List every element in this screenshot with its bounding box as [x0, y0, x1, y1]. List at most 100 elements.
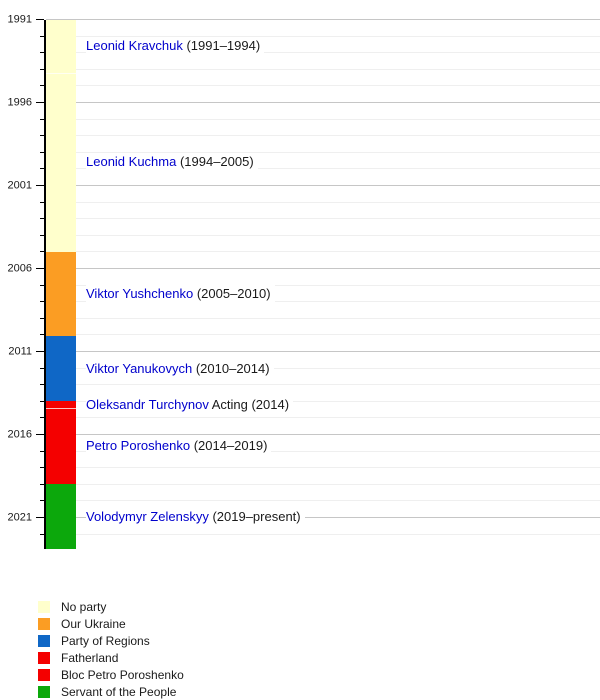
gridline-minor: [46, 467, 600, 469]
axis-tick-major: [36, 517, 44, 518]
gridline-major: [46, 102, 600, 103]
axis-tick-minor: [40, 151, 44, 153]
axis-tick-minor: [40, 52, 44, 54]
president-name-link[interactable]: Leonid Kuchma: [86, 154, 177, 170]
year-tick-label: 1991: [7, 13, 32, 25]
gridline-minor: [46, 400, 600, 402]
president-name-link[interactable]: Viktor Yushchenko: [86, 285, 194, 301]
axis-tick-minor: [40, 417, 44, 419]
axis-tick-minor: [40, 450, 44, 452]
gridline-major: [46, 19, 600, 20]
president-label: Oleksandr Turchynov Acting (2014): [86, 395, 294, 414]
bar-segment: [46, 335, 76, 402]
axis-tick-major: [36, 19, 44, 20]
gridline-minor: [46, 317, 600, 319]
gridline-major: [46, 185, 600, 186]
president-name-link[interactable]: Viktor Yanukovych: [86, 360, 193, 376]
president-label: Viktor Yanukovych (2010–2014): [86, 359, 274, 378]
legend-swatch: [38, 618, 50, 630]
axis-tick-minor: [40, 367, 44, 369]
gridline-minor: [46, 135, 600, 137]
bar-segment: [46, 484, 76, 550]
axis-tick-minor: [40, 317, 44, 319]
axis-tick-minor: [40, 35, 44, 37]
president-term-text: (1994–2005): [176, 154, 254, 170]
gridline-minor: [46, 151, 600, 153]
president-label: Volodymyr Zelenskyy (2019–present): [86, 507, 305, 526]
gridline-minor: [46, 118, 600, 120]
year-tick-label: 2006: [7, 262, 32, 274]
gridline-minor: [46, 533, 600, 535]
president-term-text: (2014–2019): [190, 438, 268, 454]
president-term-text: (2010–2014): [192, 360, 270, 376]
president-name-link[interactable]: Volodymyr Zelenskyy: [86, 508, 209, 524]
gridline-major: [46, 351, 600, 352]
axis-tick-minor: [40, 201, 44, 203]
president-label: Leonid Kuchma (1994–2005): [86, 153, 258, 172]
year-tick-label: 2021: [7, 511, 32, 523]
axis-tick-minor: [40, 301, 44, 303]
legend-label: Party of Regions: [61, 634, 150, 648]
gridline-minor: [46, 218, 600, 220]
bar-segment: [46, 407, 76, 485]
axis-tick-minor: [40, 533, 44, 535]
gridline-minor: [46, 52, 600, 54]
gridline-minor: [46, 417, 600, 419]
president-name-link[interactable]: Oleksandr Turchynov: [86, 396, 209, 412]
president-name-link[interactable]: Petro Poroshenko: [86, 438, 191, 454]
axis-tick-minor: [40, 384, 44, 386]
president-term-text: (2019–present): [208, 508, 301, 524]
bar-segment: [46, 401, 76, 408]
president-label: Petro Poroshenko (2014–2019): [86, 437, 272, 456]
president-term-text: Acting (2014): [208, 396, 290, 412]
axis-tick-minor: [40, 284, 44, 286]
axis-tick-minor: [40, 251, 44, 253]
axis-tick-minor: [40, 218, 44, 220]
axis-tick-minor: [40, 334, 44, 336]
axis-tick-major: [36, 434, 44, 435]
legend-label: No party: [61, 600, 107, 614]
gridline-minor: [46, 251, 600, 253]
legend-label: Fatherland: [61, 651, 119, 665]
gridline-minor: [46, 483, 600, 485]
legend-label: Bloc Petro Poroshenko: [61, 668, 184, 682]
axis-tick-major: [36, 351, 44, 352]
president-label: Leonid Kravchuk (1991–1994): [86, 37, 265, 56]
axis-tick-minor: [40, 483, 44, 485]
legend-label: Our Ukraine: [61, 617, 126, 631]
gridline-major: [46, 268, 600, 269]
gridline-minor: [46, 201, 600, 203]
axis-tick-minor: [40, 500, 44, 502]
axis-tick-minor: [40, 118, 44, 120]
year-tick-label: 2016: [7, 428, 32, 440]
president-term-text: (2005–2010): [193, 285, 271, 301]
gridline-minor: [46, 500, 600, 502]
axis-tick-minor: [40, 85, 44, 87]
axis-tick-minor: [40, 68, 44, 70]
axis-tick-minor: [40, 467, 44, 469]
gridline-minor: [46, 68, 600, 70]
gridline-major: [46, 434, 600, 435]
axis-tick-major: [36, 268, 44, 269]
axis-tick-minor: [40, 135, 44, 137]
gridline-minor: [46, 334, 600, 336]
year-tick-label: 2011: [8, 345, 32, 357]
bar-segment: [46, 72, 76, 252]
gridline-minor: [46, 450, 600, 452]
legend-swatch: [38, 635, 50, 647]
gridline-minor: [46, 284, 600, 286]
legend-swatch: [38, 652, 50, 664]
gridline-minor: [46, 85, 600, 87]
axis-tick-minor: [40, 234, 44, 236]
legend-swatch: [38, 669, 50, 681]
gridline-minor: [46, 168, 600, 170]
bar-segment: [46, 251, 76, 336]
president-name-link[interactable]: Leonid Kravchuk: [86, 38, 183, 54]
axis-tick-minor: [40, 168, 44, 170]
gridline-minor: [46, 234, 600, 236]
bar-segment: [46, 19, 76, 73]
year-tick-label: 2001: [7, 179, 32, 191]
axis-tick-minor: [40, 400, 44, 402]
axis-tick-major: [36, 102, 44, 103]
